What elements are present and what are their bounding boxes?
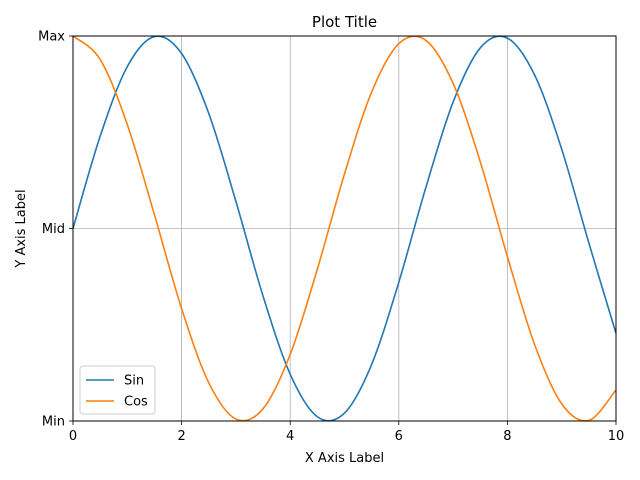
x-axis-ticks: 0 2 4 6 8 10 — [69, 421, 624, 444]
grid — [72, 35, 617, 422]
chart-title: Plot Title — [312, 13, 377, 31]
y-tick-label: Min — [42, 415, 65, 430]
series-lines — [72, 35, 617, 422]
x-tick-label: 2 — [177, 429, 185, 444]
legend-label-sin: Sin — [124, 374, 144, 389]
legend-box — [79, 365, 156, 415]
y-axis-ticks: Min Mid Max — [38, 30, 73, 430]
x-tick-label: 8 — [503, 429, 511, 444]
x-axis-label: X Axis Label — [305, 451, 384, 466]
series-line-sin — [72, 35, 617, 422]
legend: Sin Cos — [79, 365, 156, 415]
y-axis-label: Y Axis Label — [14, 189, 29, 268]
y-tick-label: Max — [38, 30, 65, 45]
series-line-cos — [72, 35, 617, 422]
x-tick-label: 0 — [69, 429, 77, 444]
legend-label-cos: Cos — [124, 395, 148, 410]
x-tick-label: 6 — [395, 429, 403, 444]
x-tick-label: 10 — [608, 429, 625, 444]
x-tick-label: 4 — [286, 429, 294, 444]
y-tick-label: Mid — [42, 222, 65, 237]
